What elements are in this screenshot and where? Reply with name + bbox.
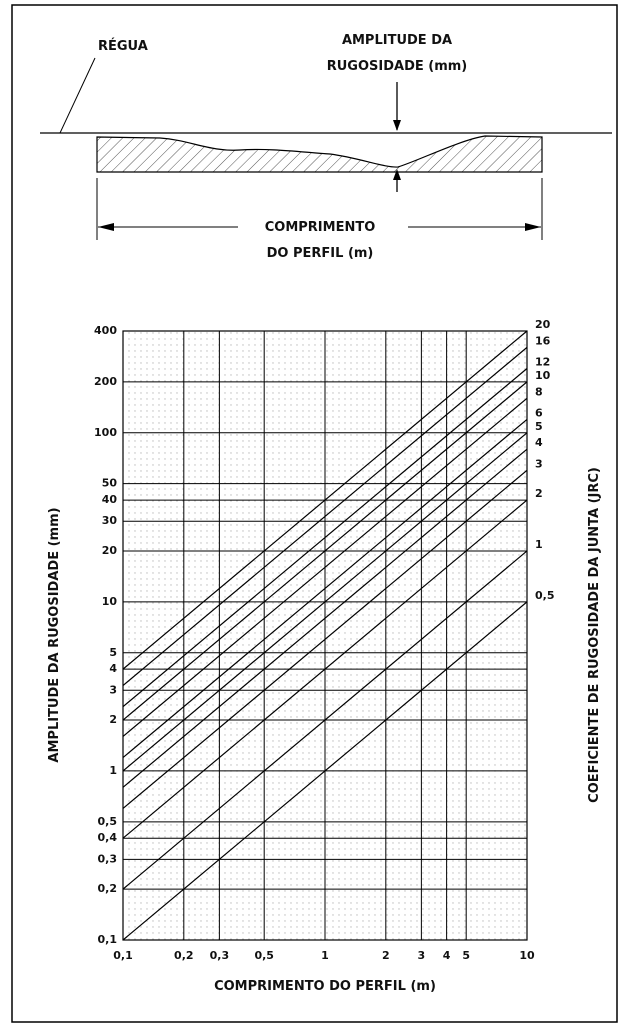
jrc-line (122, 397, 528, 737)
ruler-label: RÉGUA (98, 38, 148, 54)
jrc-line (122, 418, 528, 759)
y-tick-label: 20 (102, 544, 118, 557)
arrowhead (98, 223, 114, 231)
arrowhead (393, 120, 401, 131)
y-tick-label: 400 (94, 324, 117, 337)
length-label: DO PERFIL (m) (267, 246, 374, 261)
jrc-label: 0,5 (535, 589, 555, 602)
x-tick-label: 0,3 (210, 949, 230, 962)
y-tick-label: 0,3 (98, 852, 118, 865)
y-tick-label: 1 (109, 764, 117, 777)
x-tick-label: 3 (418, 949, 426, 962)
x-tick-label: 1 (321, 949, 329, 962)
y-tick-label: 10 (102, 595, 118, 608)
jrc-line (122, 469, 528, 809)
jrc-label: 6 (535, 406, 543, 419)
jrc-line (122, 368, 528, 708)
jrc-label: 8 (535, 385, 543, 398)
profile (96, 135, 543, 173)
y-tick-label: 3 (109, 683, 117, 696)
jrc-line (122, 550, 528, 890)
jrc-label: 2 (535, 487, 543, 500)
y-tick-label: 50 (102, 477, 118, 490)
jrc-label: 5 (535, 420, 543, 433)
x-tick-label: 0,2 (174, 949, 194, 962)
y-tick-label: 200 (94, 375, 117, 388)
y2-axis-title: COEFICIENTE DE RUGOSIDADE DA JUNTA (JRC) (587, 467, 602, 803)
jrc-line (122, 346, 528, 686)
jrc-label: 10 (535, 369, 551, 382)
x-tick-label: 0,1 (113, 949, 133, 962)
arrowhead (393, 169, 401, 180)
x-tick-label: 4 (443, 949, 451, 962)
y-axis-title: AMPLITUDE DA RUGOSIDADE (mm) (47, 507, 62, 762)
jrc-label: 3 (535, 457, 543, 470)
x-axis-title: COMPRIMENTO DO PERFIL (m) (214, 979, 436, 994)
ruler-pointer (59, 57, 96, 134)
y-tick-label: 40 (102, 493, 118, 506)
jrc-line (122, 448, 528, 788)
jrc-line (122, 601, 528, 941)
length-label: COMPRIMENTO (265, 220, 376, 235)
amplitude-label: RUGOSIDADE (mm) (327, 59, 468, 74)
jrc-label: 12 (535, 356, 550, 369)
y-tick-label: 100 (94, 426, 117, 439)
jrc-line (122, 330, 528, 670)
y-tick-label: 2 (109, 713, 117, 726)
amplitude-label: AMPLITUDE DA (342, 33, 452, 48)
x-tick-label: 0,5 (254, 949, 274, 962)
jrc-label: 4 (535, 436, 543, 449)
jrc-line (122, 432, 528, 772)
x-tick-label: 5 (462, 949, 470, 962)
y-tick-label: 0,5 (98, 815, 118, 828)
y-tick-label: 0,1 (98, 933, 118, 946)
jrc-label: 20 (535, 318, 551, 331)
jrc-line (122, 381, 528, 721)
y-tick-label: 0,2 (98, 882, 118, 895)
y-tick-label: 4 (109, 662, 117, 675)
jrc-line (122, 499, 528, 839)
y-tick-label: 0,4 (98, 831, 118, 844)
arrowhead (525, 223, 541, 231)
jrc-label: 1 (535, 538, 543, 551)
x-tick-label: 10 (519, 949, 535, 962)
x-tick-label: 2 (382, 949, 390, 962)
y-tick-label: 5 (109, 646, 117, 659)
jrc-label: 16 (535, 334, 551, 347)
y-tick-label: 30 (102, 514, 118, 527)
chart: 0,10,20,30,40,51234510203040501002004000… (94, 318, 554, 962)
frame (11, 4, 618, 1023)
